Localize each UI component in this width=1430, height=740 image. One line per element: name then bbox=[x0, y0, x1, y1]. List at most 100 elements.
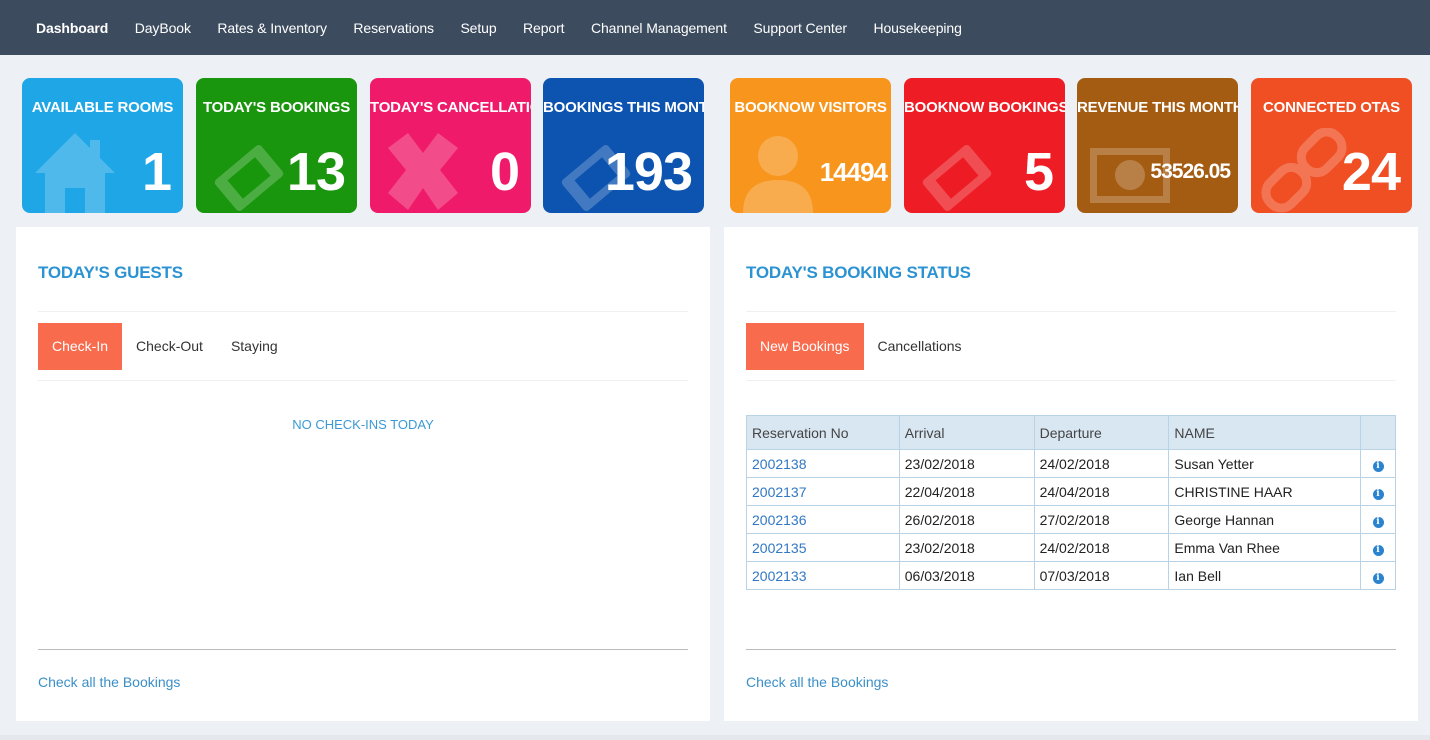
nav-report[interactable]: Report bbox=[523, 19, 565, 36]
tile-available-rooms[interactable]: AVAILABLE ROOMS 1 bbox=[22, 78, 183, 213]
column-header: Departure bbox=[1033, 415, 1170, 450]
tile-bookings-this-month[interactable]: BOOKINGS THIS MONTH 193 bbox=[543, 78, 704, 213]
money-icon bbox=[1090, 148, 1170, 203]
nav-rates-inventory[interactable]: Rates & Inventory bbox=[217, 19, 327, 36]
tile-label: TODAY'S BOOKINGS bbox=[202, 99, 351, 116]
check-all-bookings-link[interactable]: Check all the Bookings bbox=[38, 674, 181, 690]
tab-check-out[interactable]: Check-Out bbox=[136, 338, 203, 354]
divider bbox=[746, 380, 1396, 381]
tab-new-bookings[interactable]: New Bookings bbox=[746, 323, 864, 370]
tile-label: TODAY'S CANCELLATION bbox=[370, 99, 531, 116]
departure-cell: 24/02/2018 bbox=[1033, 449, 1170, 478]
divider bbox=[746, 311, 1396, 312]
column-header bbox=[1360, 415, 1396, 450]
divider bbox=[38, 311, 688, 312]
guests-tabs: Check-In Check-Out Staying bbox=[38, 323, 292, 370]
empty-message: NO CHECK-INS TODAY bbox=[292, 417, 434, 432]
tile-value: 53526.05 bbox=[1150, 160, 1231, 183]
reservation-no-link[interactable]: 2002136 bbox=[746, 505, 900, 534]
table-row: 2002138 23/02/2018 24/02/2018 Susan Yett… bbox=[746, 449, 1396, 478]
table-row: 2002133 06/03/2018 07/03/2018 Ian Bell i bbox=[746, 561, 1396, 590]
info-cell: i bbox=[1360, 505, 1396, 534]
name-cell: George Hannan bbox=[1168, 505, 1362, 534]
tile-booknow-bookings[interactable]: BOOKNOW BOOKINGS 5 bbox=[904, 78, 1065, 213]
arrival-cell: 23/02/2018 bbox=[898, 449, 1035, 478]
bottom-strip bbox=[0, 735, 1430, 740]
todays-guests-panel: TODAY'S GUESTS Check-In Check-Out Stayin… bbox=[16, 227, 710, 721]
cross-icon bbox=[388, 133, 458, 210]
ticket-icon bbox=[561, 145, 631, 211]
tile-value: 5 bbox=[1023, 142, 1054, 202]
footer-divider bbox=[746, 649, 1396, 650]
column-header: Reservation No bbox=[746, 415, 900, 450]
info-cell: i bbox=[1360, 561, 1396, 590]
reservation-no-link[interactable]: 2002137 bbox=[746, 477, 900, 506]
home-icon bbox=[35, 133, 115, 213]
tile-revenue-this-month[interactable]: REVENUE THIS MONTH 53526.05 bbox=[1077, 78, 1238, 213]
tile-connected-otas[interactable]: CONNECTED OTAS 24 bbox=[1251, 78, 1412, 213]
tile-label: BOOKINGS THIS MONTH bbox=[543, 99, 704, 116]
booking-status-panel: TODAY'S BOOKING STATUS New Bookings Canc… bbox=[724, 227, 1418, 721]
tile-value: 0 bbox=[489, 142, 520, 202]
divider bbox=[38, 380, 688, 381]
info-icon[interactable]: i bbox=[1372, 545, 1384, 556]
table-row: 2002135 23/02/2018 24/02/2018 Emma Van R… bbox=[746, 533, 1396, 562]
arrival-cell: 23/02/2018 bbox=[898, 533, 1035, 562]
tile-value: 193 bbox=[604, 142, 693, 202]
nav-channel-management[interactable]: Channel Management bbox=[590, 19, 727, 36]
nav-reservations[interactable]: Reservations bbox=[353, 19, 434, 36]
nav-housekeeping[interactable]: Housekeeping bbox=[873, 19, 962, 36]
tab-cancellations[interactable]: Cancellations bbox=[877, 338, 962, 354]
tile-label: CONNECTED OTAS bbox=[1263, 99, 1400, 116]
tile-todays-cancellation[interactable]: TODAY'S CANCELLATION 0 bbox=[370, 78, 531, 213]
ticket-icon bbox=[214, 145, 284, 211]
info-icon[interactable]: i bbox=[1372, 517, 1384, 528]
tile-value: 14494 bbox=[819, 157, 888, 187]
tile-label: REVENUE THIS MONTH bbox=[1077, 99, 1238, 116]
panel-title: TODAY'S BOOKING STATUS bbox=[746, 263, 971, 282]
tile-todays-bookings[interactable]: TODAY'S BOOKINGS 13 bbox=[196, 78, 357, 213]
info-icon[interactable]: i bbox=[1372, 489, 1384, 500]
departure-cell: 24/04/2018 bbox=[1033, 477, 1170, 506]
reservation-no-link[interactable]: 2002135 bbox=[746, 533, 900, 562]
arrival-cell: 22/04/2018 bbox=[898, 477, 1035, 506]
top-navbar: Dashboard DayBook Rates & Inventory Rese… bbox=[0, 0, 1430, 55]
departure-cell: 07/03/2018 bbox=[1033, 561, 1170, 590]
status-tabs: New Bookings Cancellations bbox=[746, 323, 976, 370]
info-cell: i bbox=[1360, 533, 1396, 562]
table-row: 2002136 26/02/2018 27/02/2018 George Han… bbox=[746, 505, 1396, 534]
tile-label: BOOKNOW BOOKINGS bbox=[904, 99, 1065, 116]
reservation-no-link[interactable]: 2002133 bbox=[746, 561, 900, 590]
column-header: NAME bbox=[1168, 415, 1362, 450]
info-icon[interactable]: i bbox=[1372, 461, 1384, 472]
info-icon[interactable]: i bbox=[1372, 573, 1384, 584]
column-header: Arrival bbox=[898, 415, 1035, 450]
new-bookings-table: Reservation No Arrival Departure NAME 20… bbox=[746, 415, 1396, 590]
tile-value: 24 bbox=[1341, 142, 1401, 202]
check-all-bookings-link[interactable]: Check all the Bookings bbox=[746, 674, 889, 690]
nav-dashboard[interactable]: Dashboard bbox=[36, 19, 109, 36]
info-cell: i bbox=[1360, 477, 1396, 506]
tab-check-in[interactable]: Check-In bbox=[38, 323, 123, 370]
departure-cell: 24/02/2018 bbox=[1033, 533, 1170, 562]
tile-booknow-visitors[interactable]: BOOKNOW VISITORS 14494 bbox=[730, 78, 891, 213]
panel-title: TODAY'S GUESTS bbox=[38, 263, 183, 282]
tile-label: AVAILABLE ROOMS bbox=[31, 99, 174, 116]
name-cell: Emma Van Rhee bbox=[1168, 533, 1362, 562]
info-cell: i bbox=[1360, 449, 1396, 478]
ticket-icon bbox=[922, 145, 992, 211]
name-cell: Ian Bell bbox=[1168, 561, 1362, 590]
name-cell: CHRISTINE HAAR bbox=[1168, 477, 1362, 506]
arrival-cell: 06/03/2018 bbox=[898, 561, 1035, 590]
nav-daybook[interactable]: DayBook bbox=[134, 19, 191, 36]
reservation-no-link[interactable]: 2002138 bbox=[746, 449, 900, 478]
tile-value: 13 bbox=[286, 142, 346, 202]
table-row: 2002137 22/04/2018 24/04/2018 CHRISTINE … bbox=[746, 477, 1396, 506]
tab-staying[interactable]: Staying bbox=[230, 338, 278, 354]
arrival-cell: 26/02/2018 bbox=[898, 505, 1035, 534]
user-icon bbox=[743, 136, 813, 213]
tile-label: BOOKNOW VISITORS bbox=[734, 99, 887, 116]
table-header-row: Reservation No Arrival Departure NAME bbox=[746, 415, 1396, 450]
nav-support-center[interactable]: Support Center bbox=[753, 19, 847, 36]
nav-setup[interactable]: Setup bbox=[460, 19, 497, 36]
